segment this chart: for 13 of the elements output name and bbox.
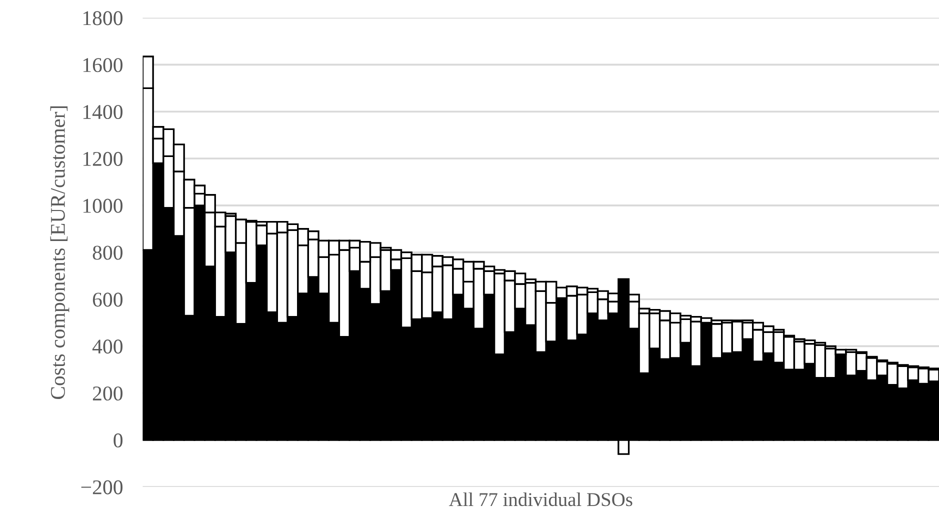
y-tick-label: 400 [92,340,122,354]
y-tick-label: −200 [81,480,122,494]
y-tick-label: 0 [114,433,122,448]
y-tick-label: 200 [92,386,122,401]
y-tick-label: 1800 [83,11,122,26]
y-tick-label: 1000 [83,198,122,213]
y-tick-label: 800 [92,246,122,260]
y-tick-label: 1400 [83,104,122,120]
y-tick-label: 600 [92,292,122,307]
y-axis-title: Costs components [EUR/customer] [50,106,70,400]
y-tick-label: 1600 [83,58,122,72]
x-axis-title: All 77 individual DSOs [448,492,632,506]
y-tick-label: 1200 [83,152,122,166]
